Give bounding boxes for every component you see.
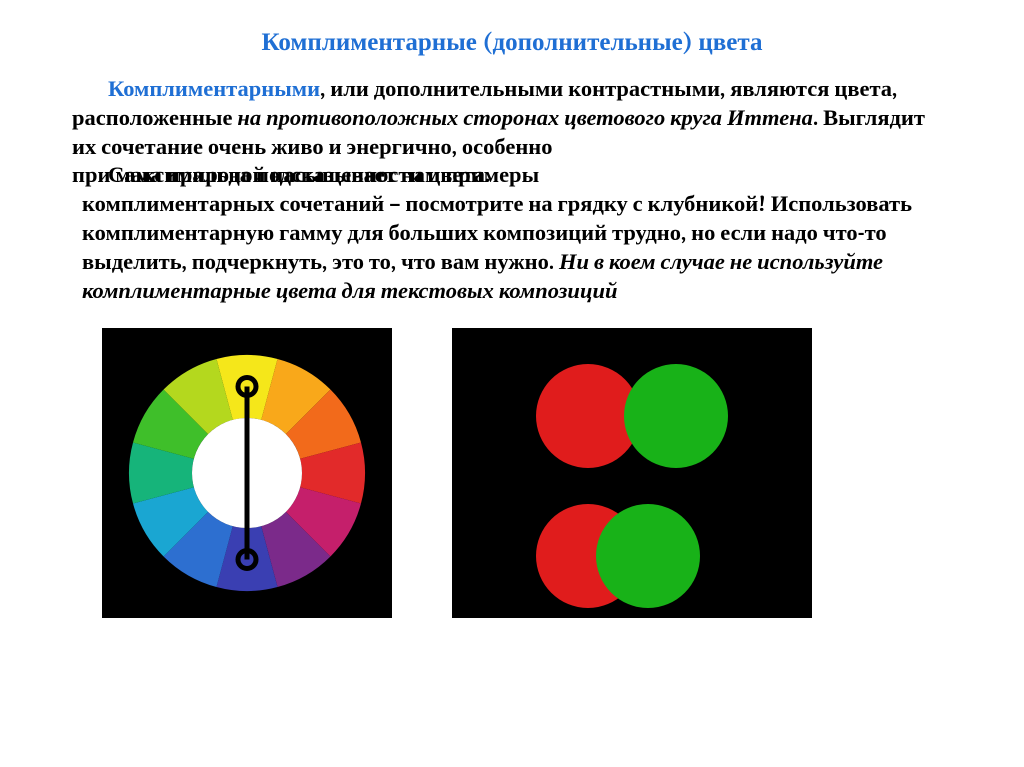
body-text: Комплиментарными, или дополнительными ко… bbox=[72, 75, 952, 306]
overlapping-lines: при максимальной насыщенности цвета. Сам… bbox=[72, 161, 952, 190]
figures-row bbox=[72, 328, 952, 618]
swatch-circle-right bbox=[624, 364, 728, 468]
swatches-figure bbox=[452, 328, 812, 618]
color-wheel-svg bbox=[112, 338, 382, 608]
swatch-circle-right bbox=[596, 504, 700, 608]
color-wheel-figure bbox=[102, 328, 392, 618]
overlap-line-b: Сама природа подсказывает нам примеры bbox=[108, 161, 539, 190]
slide-title: Комплиментарные (дополнительные) цвета bbox=[72, 28, 952, 57]
paragraph-1: Комплиментарными, или дополнительными ко… bbox=[72, 75, 952, 161]
p1-italic: на противоположных сторонах цветового кр… bbox=[237, 105, 813, 131]
lead-word: Комплиментарными bbox=[108, 76, 320, 102]
title-text: Комплиментарные (дополнительные) цвета bbox=[262, 28, 763, 57]
paragraph-2: комплиментарных сочетаний – посмотрите н… bbox=[72, 190, 952, 305]
